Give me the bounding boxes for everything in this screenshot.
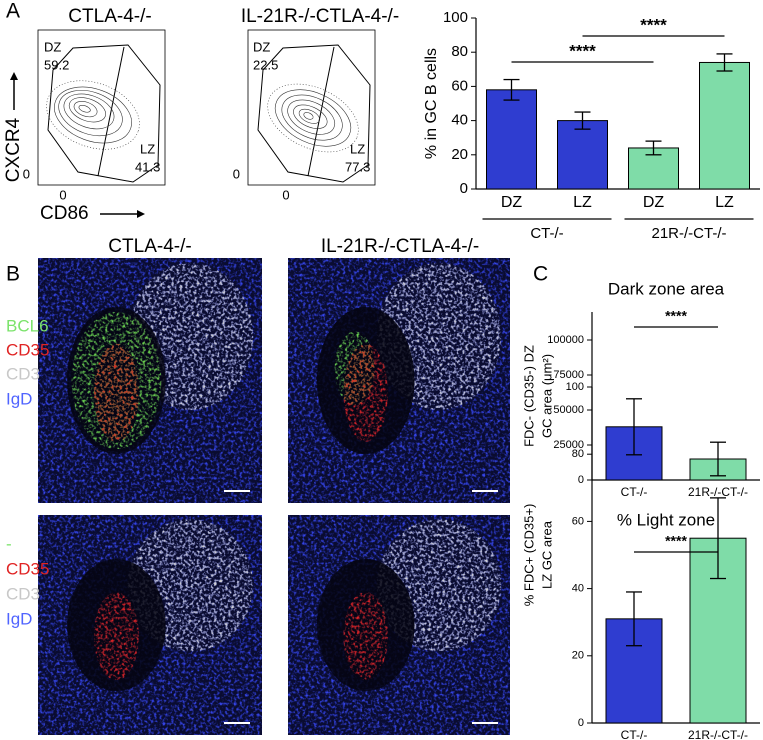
stain-label: CD3 <box>6 584 40 603</box>
axis-zero: 0 <box>282 187 289 202</box>
y-axis-label: GC area (μm²) <box>539 354 554 438</box>
axis-zero: 0 <box>59 187 66 202</box>
image-title: IL-21R-/-CTLA-4-/- <box>321 236 479 257</box>
y-tick-label: 80 <box>451 43 468 60</box>
axis-arrow <box>137 210 145 218</box>
x-tick-label: CT-/- <box>621 728 648 740</box>
x-tick-label: 21R-/-CT-/- <box>688 485 748 499</box>
y-tick-label: 75000 <box>553 369 584 381</box>
y-tick-label: 20 <box>451 146 468 163</box>
bar <box>699 61 750 190</box>
significance-label: **** <box>665 308 687 324</box>
y-axis-label: % FDC+ (CD35+) <box>521 504 536 607</box>
significance-label: **** <box>569 41 596 60</box>
panel-label: B <box>6 263 20 286</box>
gate-value: 41.3 <box>135 159 160 174</box>
y-tick-label: 80 <box>572 448 584 460</box>
panel-label: C <box>533 263 548 286</box>
gate-label: DZ <box>253 39 270 54</box>
image-title: CTLA-4-/- <box>108 236 191 257</box>
y-tick-label: 50000 <box>553 404 584 416</box>
bar <box>486 89 537 190</box>
panel-label: A <box>6 0 20 23</box>
chart-title: % Light zone <box>617 510 715 529</box>
bar <box>557 120 608 190</box>
gate-label: LZ <box>350 141 365 156</box>
gate-label: LZ <box>140 141 155 156</box>
axis-zero: 0 <box>23 166 30 181</box>
stain-label: CD35 <box>6 340 49 359</box>
group-label: 21R-/-CT-/- <box>652 225 727 242</box>
y-tick-label: 100 <box>566 381 584 393</box>
gate-value: 77.3 <box>345 159 370 174</box>
x-tick-label: DZ <box>643 194 665 211</box>
flow-title: IL-21R-/-CTLA-4-/- <box>241 6 399 27</box>
cd35-zone <box>343 343 388 442</box>
axis-zero: 0 <box>233 166 240 181</box>
stain-label: CD3 <box>6 364 40 383</box>
x-tick-label: 21R-/-CT-/- <box>688 728 748 740</box>
gate-value: 59.2 <box>44 57 69 72</box>
x-tick-label: LZ <box>715 194 734 211</box>
gate-value: 22.5 <box>253 57 278 72</box>
y-tick-label: 0 <box>578 474 584 486</box>
y-tick-label: 40 <box>451 112 468 129</box>
x-tick-label: CT-/- <box>621 485 648 499</box>
y-tick-label: 40 <box>572 583 584 595</box>
y-tick-label: 60 <box>451 77 468 94</box>
stain-label: CD35 <box>6 559 49 578</box>
group-label: CT-/- <box>530 225 563 242</box>
stain-label: BCL6 <box>6 316 49 335</box>
x-tick-label: LZ <box>573 194 592 211</box>
flow-x-axis: CD86 <box>40 203 89 224</box>
flow-title: CTLA-4-/- <box>68 6 151 27</box>
y-tick-label: 0 <box>578 717 584 729</box>
y-tick-label: 100 <box>443 9 468 26</box>
stain-label: - <box>6 534 12 553</box>
y-tick-label: 20 <box>572 650 584 662</box>
cd35-zone <box>94 592 139 680</box>
flow-plot <box>247 29 376 186</box>
significance-label: **** <box>640 15 667 34</box>
cd35-zone <box>94 343 139 442</box>
y-tick-label: 100000 <box>547 334 584 346</box>
y-tick-label: 25000 <box>553 439 584 451</box>
chart-title: Dark zone area <box>608 279 725 298</box>
y-tick-label: 0 <box>460 180 468 197</box>
y-axis-label: FDC- (CD35-) DZ <box>521 345 536 447</box>
flow-plot <box>37 29 166 186</box>
stain-label: IgD <box>6 389 32 408</box>
axis-arrow <box>10 72 18 80</box>
y-axis-label: % in GC B cells <box>423 48 440 159</box>
gate-label: DZ <box>44 39 61 54</box>
micrographs <box>38 258 510 735</box>
cd35-zone <box>343 592 388 680</box>
x-tick-label: DZ <box>501 194 523 211</box>
stain-label: IgD <box>6 609 32 628</box>
significance-label: **** <box>665 533 687 549</box>
y-tick-label: 60 <box>572 515 584 527</box>
flow-y-axis: CXCR4 <box>3 117 24 182</box>
y-axis-label: LZ GC area <box>539 520 554 589</box>
